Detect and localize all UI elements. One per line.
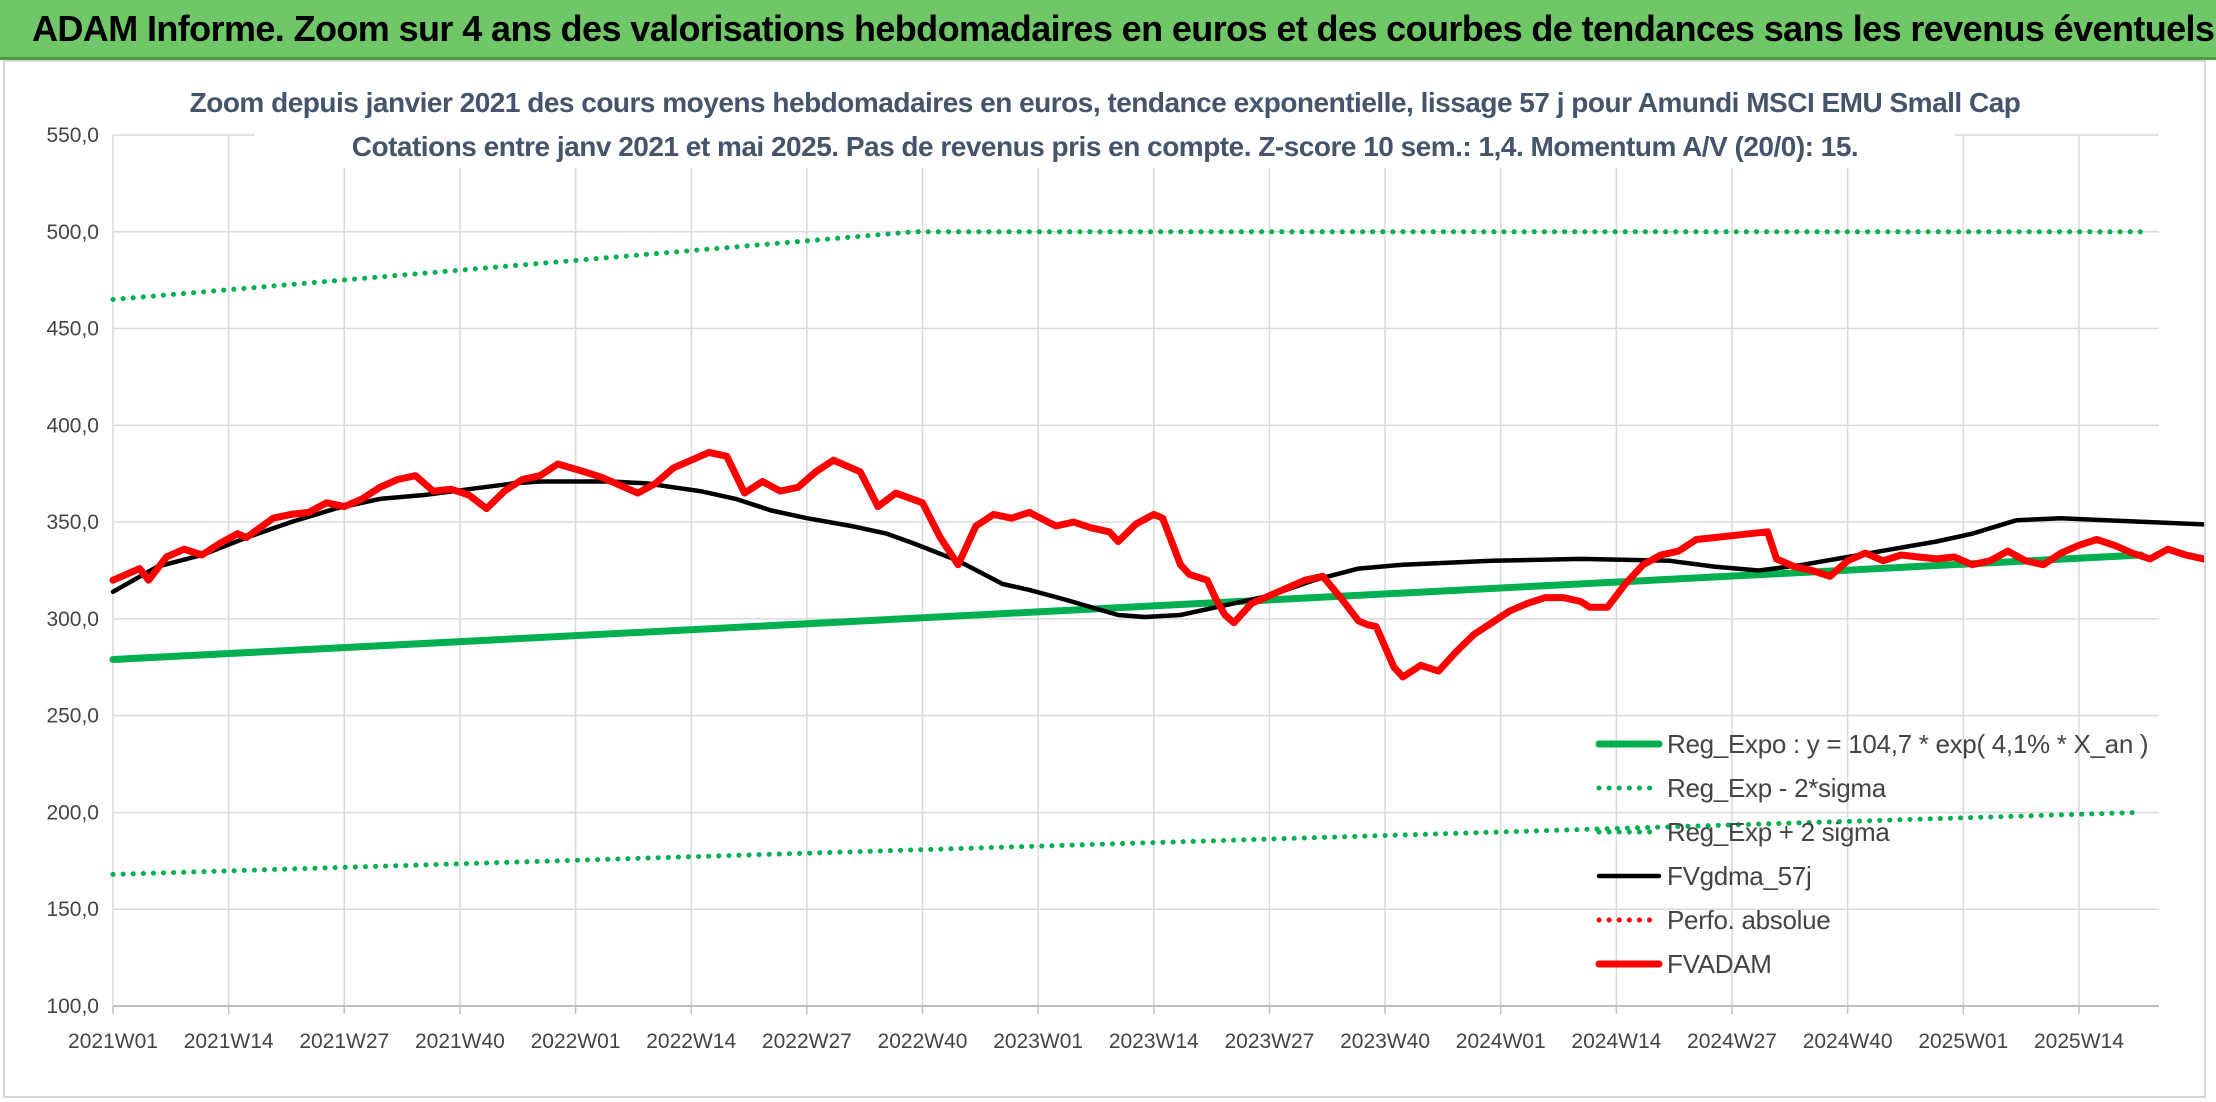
x-tick-label: 2022W40: [878, 1030, 968, 1053]
y-tick-label: 200,0: [46, 801, 99, 824]
y-tick-label: 500,0: [46, 221, 99, 244]
x-tick-label: 2022W27: [762, 1030, 852, 1053]
x-tick-label: 2023W40: [1340, 1030, 1430, 1053]
series-line-fvgdma-57j-3: [110, 479, 2204, 620]
chart-frame: 100,0 150,0 200,0 250,0 300,0 350,0 400,0 450,0…: [3, 60, 2206, 1098]
legend-label: FVgdma_57j: [1667, 861, 1811, 891]
x-tick-label: 2025W14: [2034, 1030, 2124, 1053]
y-tick-label: 250,0: [46, 705, 99, 728]
legend-label: Reg_Expo : y = 104,7 * exp( 4,1% * X_an …: [1667, 729, 2148, 759]
x-tick-label: 2021W27: [299, 1030, 389, 1053]
y-tick-label: 450,0: [46, 318, 99, 341]
legend-label: FVADAM: [1667, 949, 1772, 979]
legend-label: Reg_Exp - 2*sigma: [1667, 773, 1887, 803]
y-tick-label: 400,0: [46, 414, 99, 437]
x-tick-label: 2025W01: [1918, 1030, 2008, 1053]
y-axis-ticks: 100,0 150,0 200,0 250,0 300,0 350,0 400,0 450,0…: [46, 124, 99, 1018]
x-tick-label: 2023W01: [993, 1030, 1083, 1053]
x-tick-label: 2022W14: [646, 1030, 736, 1053]
y-tick-label: 350,0: [46, 511, 99, 534]
x-tick-label: 2024W01: [1456, 1030, 1546, 1053]
x-tick-label: 2022W01: [531, 1030, 621, 1053]
chart-subtitle: Cotations entre janv 2021 et mai 2025. P…: [352, 131, 1858, 162]
chart-gridlines: [112, 134, 2159, 1014]
x-tick-label: 2021W14: [184, 1030, 274, 1053]
report-banner: ADAM Informe. Zoom sur 4 ans des valoris…: [0, 0, 2216, 60]
x-tick-label: 2024W14: [1571, 1030, 1661, 1053]
x-axis-ticks: 2021W01 2021W14 2021W27 2021W40 2022W01 2022W…: [68, 1030, 2124, 1053]
chart-series: [109, 229, 2204, 877]
chart-title: Zoom depuis janvier 2021 des cours moyen…: [190, 87, 2021, 118]
banner-title: ADAM Informe. Zoom sur 4 ans des valoris…: [32, 8, 2215, 49]
y-tick-label: 300,0: [46, 608, 99, 631]
line-chart: 100,0 150,0 200,0 250,0 300,0 350,0 400,0 450,0…: [46, 80, 2204, 1053]
series-line-fvadam-5: [109, 448, 2204, 681]
x-tick-label: 2023W27: [1224, 1030, 1314, 1053]
legend-label: Reg_Exp + 2 sigma: [1667, 817, 1890, 847]
x-tick-label: 2024W27: [1687, 1030, 1777, 1053]
series-line-reg-expo-0: [109, 551, 2145, 663]
chart-title-background: [255, 80, 1955, 168]
y-tick-label: 100,0: [46, 995, 99, 1018]
x-tick-label: 2021W40: [415, 1030, 505, 1053]
x-tick-label: 2021W01: [68, 1030, 158, 1053]
legend-label: Perfo. absolue: [1667, 905, 1830, 935]
y-tick-label: 550,0: [46, 124, 99, 147]
chart-legend: Reg_Expo : y = 104,7 * exp( 4,1% * X_an …: [1595, 729, 2149, 979]
y-tick-label: 150,0: [46, 898, 99, 921]
x-tick-label: 2024W40: [1803, 1030, 1893, 1053]
series-line-reg-exp-1: [110, 229, 2144, 302]
x-tick-label: 2023W14: [1109, 1030, 1199, 1053]
